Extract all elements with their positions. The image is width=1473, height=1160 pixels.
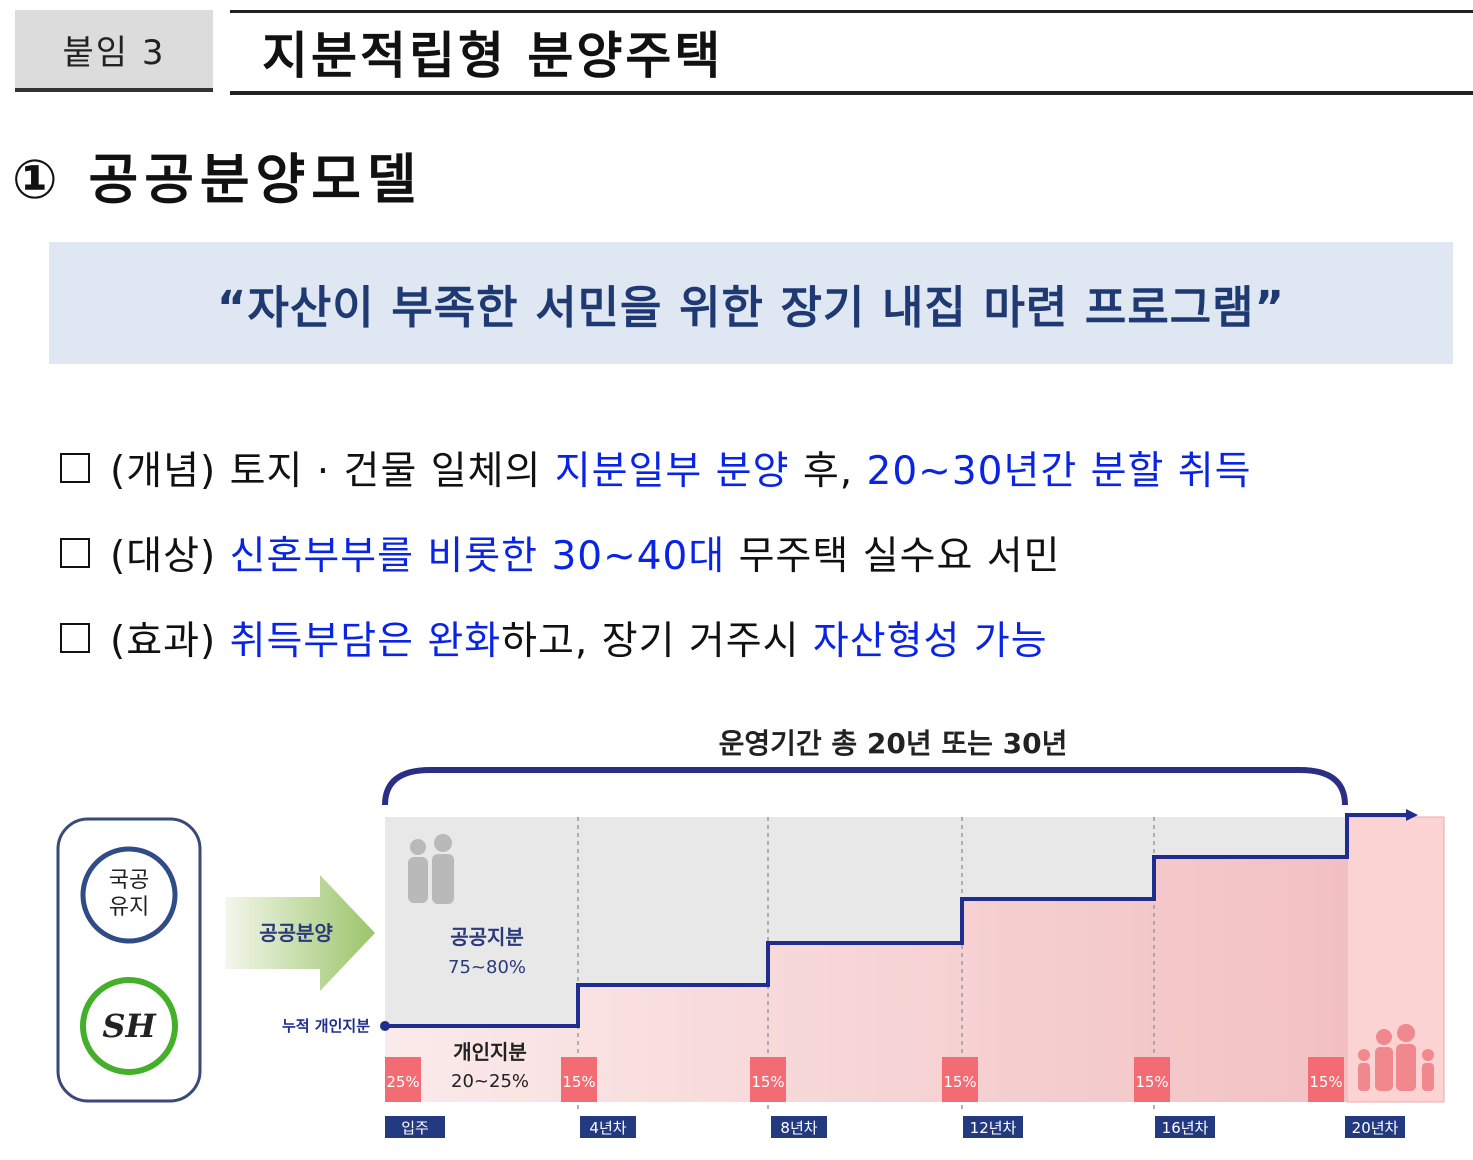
bullet-target: (대상) 신혼부부를 비롯한 30~40대 무주택 실수요 서민 [60, 525, 1061, 581]
family-icon [1358, 1024, 1434, 1091]
bullet-tag: (대상) [110, 534, 217, 579]
slogan-box: “자산이 부족한 서민을 위한 장기 내집 마련 프로그램” [49, 242, 1453, 364]
milestone-badge [580, 1116, 636, 1138]
document-title: 지분적립형 분양주택 [262, 27, 724, 85]
bullet-text: 토지 · 건물 일체의 [229, 449, 555, 494]
checkbox-square-icon [60, 453, 90, 483]
initial-share-box [385, 1057, 421, 1102]
step-share-box [1134, 1057, 1170, 1102]
step-share-text: 15% [943, 1073, 976, 1091]
step-share-text: 15% [1309, 1073, 1342, 1091]
bullet-effect: (효과) 취득부담은 완화 하고, 장기 거주시 자산형성 가능 [60, 610, 1048, 666]
milestone-badge [771, 1116, 827, 1138]
attachment-label: 붙임 3 [15, 10, 213, 92]
slogan-text: “자산이 부족한 서민을 위한 장기 내집 마련 프로그램” [216, 280, 1286, 334]
step-share-box [1308, 1057, 1344, 1102]
public-ownership-text-line: 유지 [109, 895, 149, 920]
bullet-text: 후, [789, 449, 867, 494]
checkbox-square-icon [60, 538, 90, 568]
milestone-label: 12년차 [970, 1119, 1017, 1137]
milestone-badge [963, 1116, 1023, 1138]
bullet-emphasis: 신혼부부를 비롯한 30~40대 [229, 534, 726, 579]
bullet-emphasis: 지분일부 분양 [554, 449, 790, 494]
private-share-area [385, 857, 1347, 1102]
bullet-emphasis: 20~30년간 분할 취득 [866, 449, 1252, 494]
public-ownership-badge [80, 846, 178, 944]
cumulative-share-label: 누적 개인지분 [282, 1017, 370, 1035]
step-share-text: 15% [1135, 1073, 1168, 1091]
private-share-value: 20~25% [451, 1071, 529, 1092]
public-sale-arrow [225, 875, 375, 991]
bullet-emphasis: 취득부담은 완화 [229, 619, 502, 664]
public-ownership-text-line: 국공 [109, 868, 149, 893]
milestone-label: 8년차 [780, 1119, 817, 1137]
step-share-text: 15% [751, 1073, 784, 1091]
milestone-label: 16년차 [1162, 1119, 1209, 1137]
bullet-tag: (효과) [110, 619, 217, 664]
line-start-dot [380, 1021, 390, 1031]
bullet-emphasis: 자산형성 가능 [812, 619, 1048, 664]
step-share-box [561, 1057, 597, 1102]
sh-logo-text: SH [102, 1007, 157, 1045]
ownership-diagram-svg: 운영기간 총 20년 또는 30년 [56, 727, 1445, 1138]
step-share-box [942, 1057, 978, 1102]
bullet-text: 하고, 장기 거주시 [501, 619, 813, 664]
public-ownership-text: 국공 유지 [109, 868, 149, 920]
cumulative-share-line [385, 813, 1408, 1028]
period-brace [382, 767, 1348, 806]
period-label: 운영기간 총 20년 또는 30년 [719, 727, 1068, 760]
document-title-bar: 지분적립형 분양주택 [230, 10, 1473, 95]
milestone-badge [1345, 1116, 1405, 1138]
couple-icon [408, 834, 454, 904]
bullet-concept: (개념) 토지 · 건물 일체의 지분일부 분양 후, 20~30년간 분할 취… [60, 440, 1252, 496]
arrow-head-icon [1406, 809, 1418, 821]
initial-share-text: 25% [386, 1073, 419, 1091]
private-share-label: 개인지분 [453, 1040, 527, 1064]
public-share-value: 75~80% [448, 957, 526, 978]
bullet-text: 무주택 실수요 서민 [725, 534, 1061, 579]
section-title: ① 공공분양모델 [12, 148, 423, 211]
milestone-badge [385, 1116, 445, 1138]
sh-logo [80, 977, 178, 1075]
milestone-label: 입주 [401, 1119, 429, 1137]
milestone-label: 4년차 [589, 1119, 626, 1137]
milestone-badge [1155, 1116, 1215, 1138]
step-share-text: 15% [562, 1073, 595, 1091]
ownership-diagram: 운영기간 총 20년 또는 30년 [0, 715, 1473, 1160]
public-share-label: 공공지분 [450, 925, 524, 949]
bullet-tag: (개념) [110, 449, 217, 494]
checkbox-square-icon [60, 623, 90, 653]
step-share-box [750, 1057, 786, 1102]
public-sale-label: 공공분양 [259, 921, 333, 945]
milestone-label: 20년차 [1352, 1119, 1399, 1137]
